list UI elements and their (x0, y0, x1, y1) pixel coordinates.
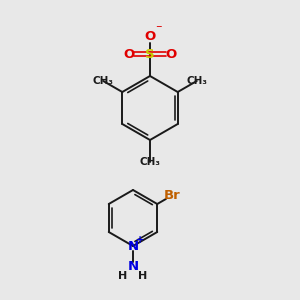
Text: N: N (128, 239, 139, 253)
Text: O: O (123, 47, 135, 61)
Text: O: O (144, 31, 156, 44)
Text: H: H (138, 271, 148, 281)
Text: S: S (145, 47, 155, 61)
Text: N: N (128, 260, 139, 272)
Text: CH₃: CH₃ (186, 76, 207, 86)
Text: H: H (118, 271, 127, 281)
Text: +: + (136, 235, 144, 245)
Text: O: O (165, 47, 177, 61)
Text: Br: Br (164, 189, 180, 202)
Text: CH₃: CH₃ (140, 157, 160, 167)
Text: CH₃: CH₃ (93, 76, 114, 86)
Text: ⁻: ⁻ (155, 23, 161, 37)
